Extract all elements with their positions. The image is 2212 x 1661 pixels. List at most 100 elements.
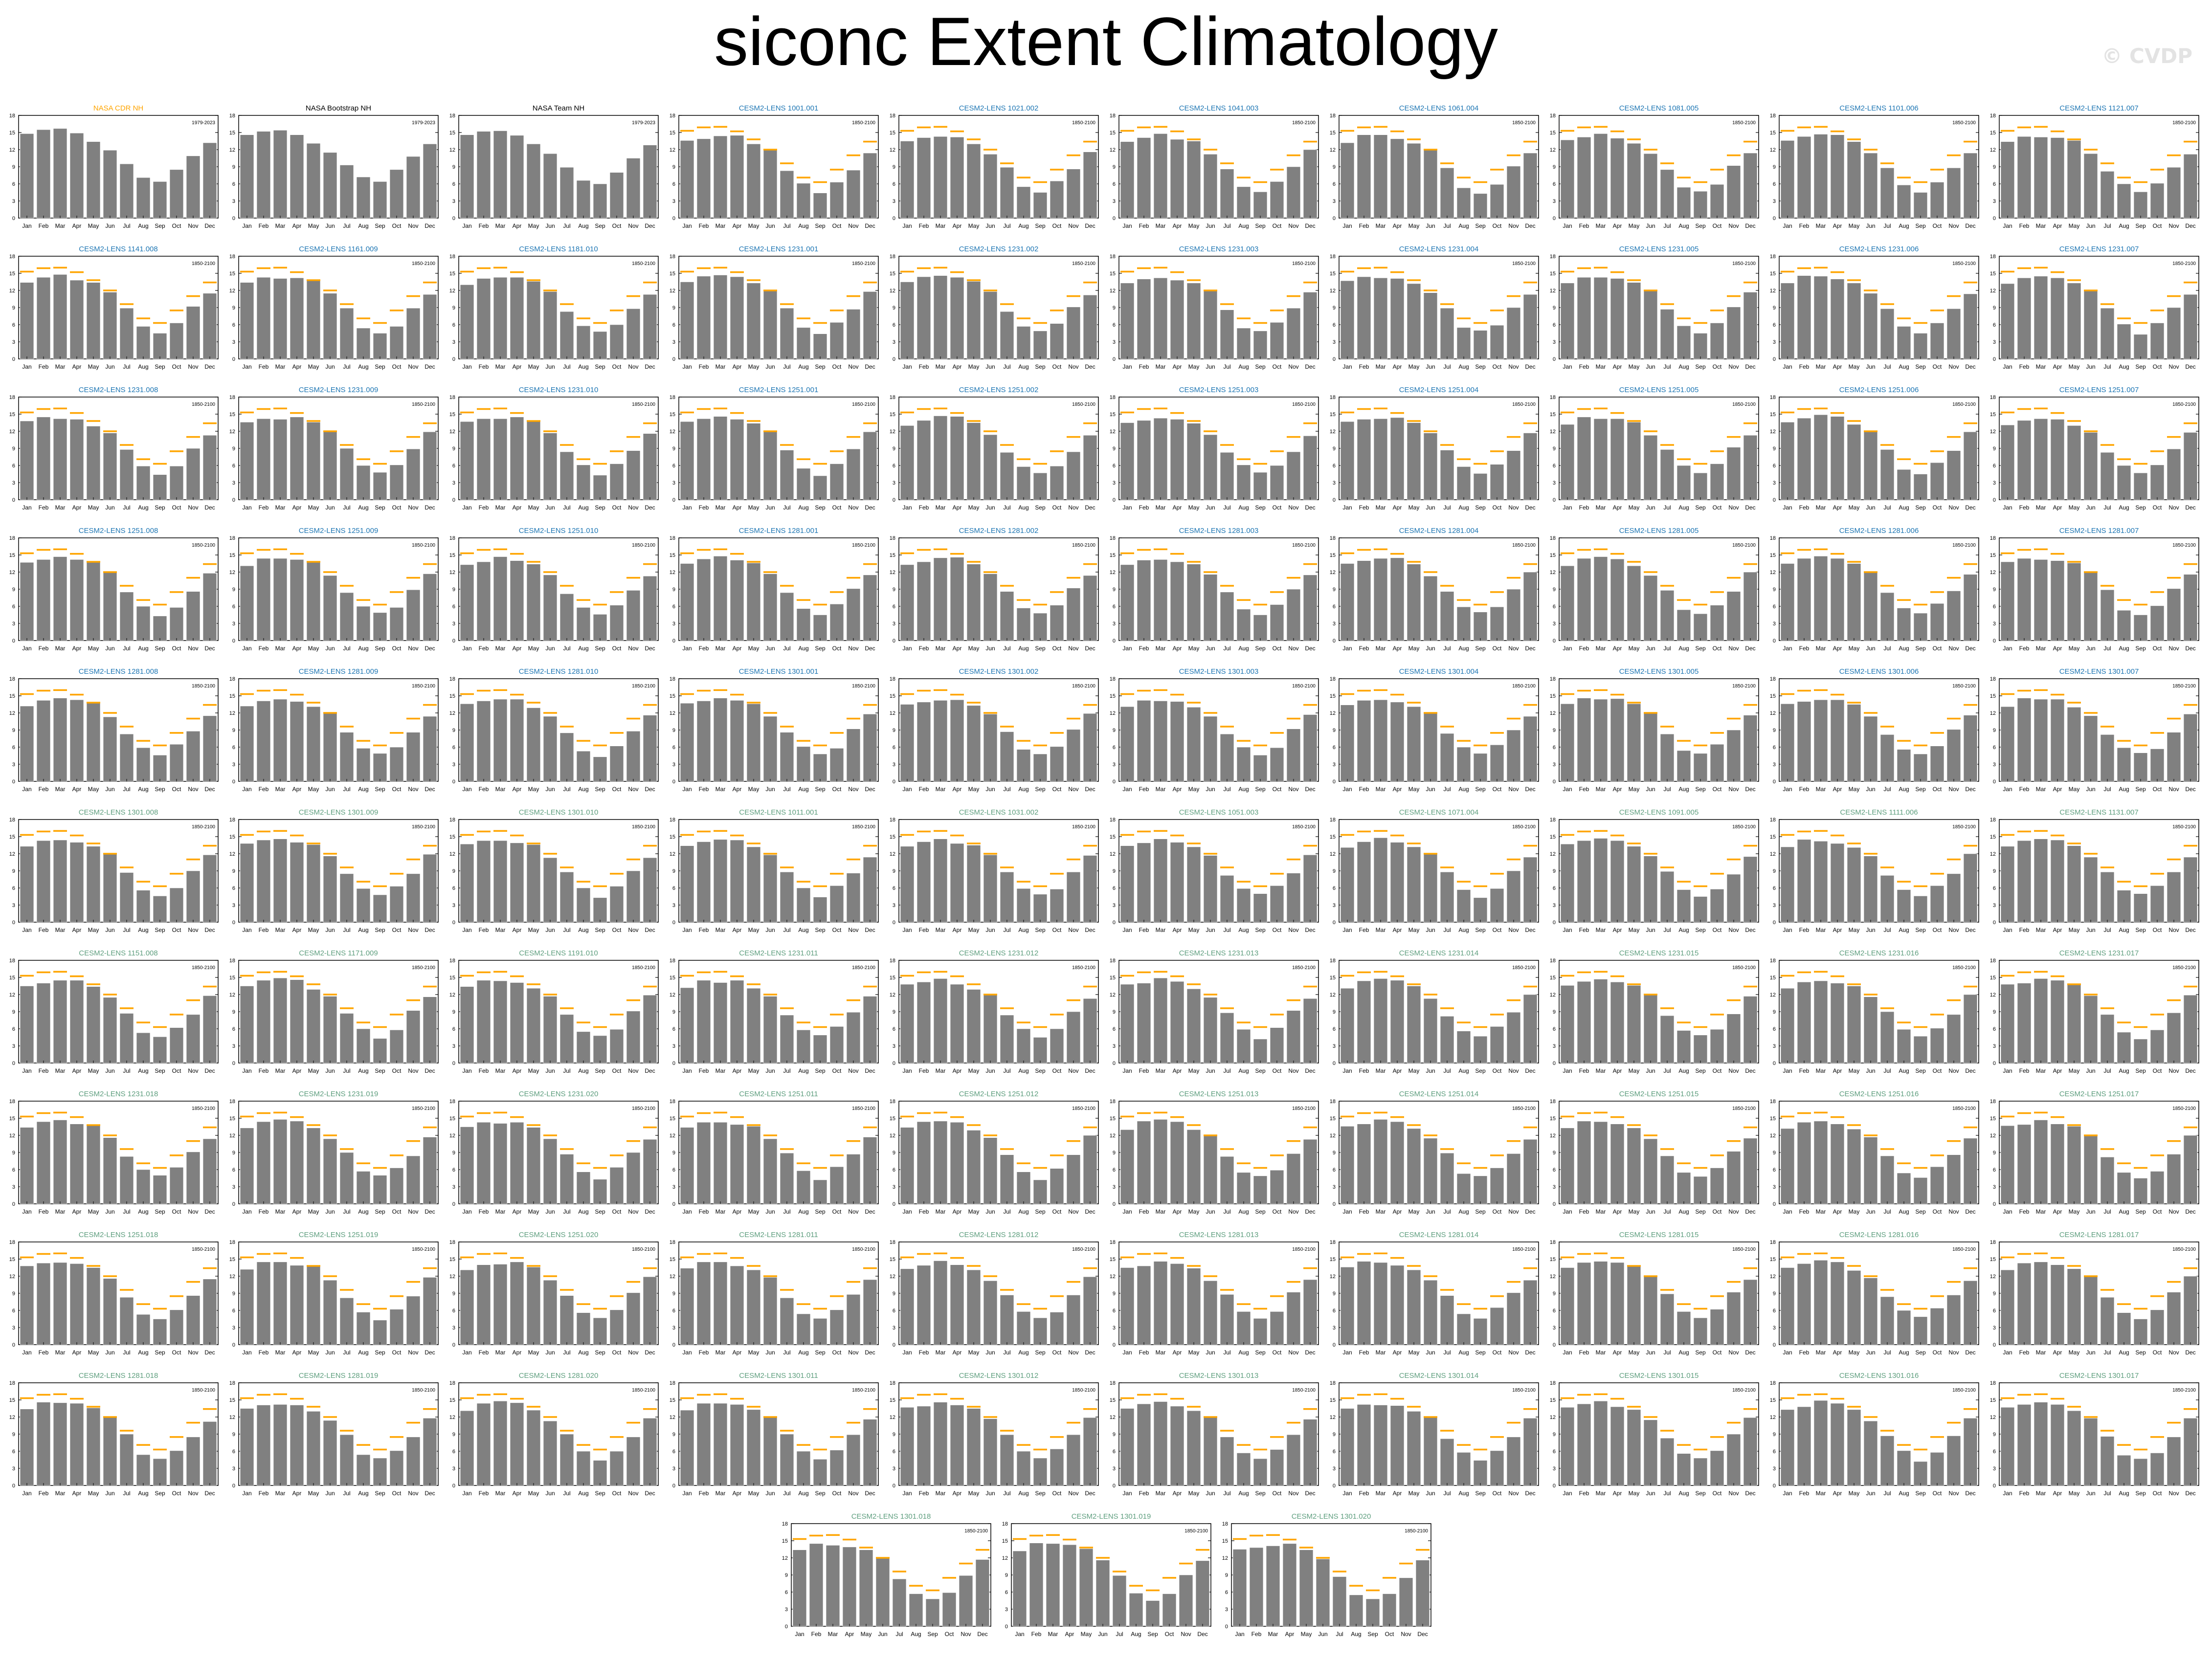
y-tick-label: 3 (672, 1043, 675, 1049)
y-tick-label: 0 (452, 497, 455, 503)
bar (53, 274, 67, 359)
y-tick-label: 0 (232, 497, 235, 503)
climatology-panel: CESM2-LENS 1281.0051850-21000369121518Ja… (1550, 527, 1759, 652)
bar (730, 419, 744, 500)
panel-title: CESM2-LENS 1251.006 (1839, 386, 1919, 394)
x-tick-label: Jan (22, 222, 31, 229)
bar (2033, 699, 2048, 782)
x-tick-label: Jun (105, 363, 114, 370)
bar (1780, 140, 1795, 219)
bar (1033, 192, 1048, 219)
x-tick-label: Mar (55, 927, 66, 933)
y-tick-label: 9 (1333, 164, 1336, 170)
y-tick-label: 18 (1770, 676, 1776, 682)
x-tick-label: Mar (936, 504, 946, 511)
bar (966, 989, 981, 1063)
x-tick-label: Mar (715, 363, 726, 370)
bar (290, 842, 304, 923)
y-tick-label: 9 (1993, 587, 1996, 593)
y-tick-label: 18 (229, 676, 235, 682)
x-tick-label: Oct (1713, 222, 1722, 229)
y-tick-label: 15 (1550, 130, 1556, 136)
bar (1407, 564, 1421, 641)
y-tick-label: 9 (452, 728, 455, 733)
panel-period-label: 1850-2100 (632, 543, 655, 548)
y-tick-label: 12 (9, 992, 15, 998)
x-tick-label: Aug (798, 1067, 808, 1074)
y-tick-label: 3 (1333, 903, 1336, 908)
x-tick-label: May (88, 927, 99, 933)
climatology-panel: CESM2-LENS 1231.0161850-21000369121518Ja… (1770, 949, 1979, 1074)
panel-title: CESM2-LENS 1031.002 (959, 808, 1039, 817)
bar (763, 716, 778, 782)
x-tick-label: Sep (1475, 1067, 1486, 1074)
bar (1186, 989, 1201, 1063)
y-tick-label: 12 (670, 710, 675, 716)
x-tick-label: Jan (1342, 504, 1352, 511)
x-tick-label: Dec (1525, 1067, 1535, 1074)
bar (2183, 432, 2198, 500)
y-tick-label: 3 (1773, 199, 1776, 204)
x-tick-label: Jan (1122, 1067, 1132, 1074)
y-tick-label: 9 (893, 1009, 895, 1015)
x-tick-label: Jan (1563, 786, 1572, 793)
y-tick-label: 3 (1773, 621, 1776, 627)
bar (1523, 572, 1538, 641)
x-tick-label: Apr (733, 927, 742, 933)
panel-period-label: 1850-2100 (1292, 402, 1316, 407)
climatology-panel: CESM2-LENS 1281.0041850-21000369121518Ja… (1330, 527, 1539, 652)
x-tick-label: Jan (902, 786, 912, 793)
bar (20, 421, 34, 500)
x-tick-label: Aug (1238, 222, 1249, 229)
bar (696, 701, 711, 782)
bar (626, 731, 641, 782)
x-tick-label: Jul (1443, 927, 1451, 933)
x-tick-label: Sep (1035, 1067, 1046, 1074)
y-tick-label: 12 (1550, 147, 1556, 153)
bar (813, 333, 827, 359)
climatology-panel: CESM2-LENS 1251.0051850-21000369121518Ja… (1550, 386, 1759, 511)
x-tick-label: Aug (138, 786, 148, 793)
bar (680, 987, 694, 1063)
bar (1033, 1037, 1048, 1063)
bar (356, 177, 371, 219)
bar (829, 604, 844, 641)
x-tick-label: Aug (1678, 786, 1689, 793)
bar (713, 839, 728, 923)
x-tick-label: Mar (1156, 1067, 1166, 1074)
bar (746, 704, 761, 782)
x-tick-label: Nov (188, 927, 198, 933)
bar (1270, 322, 1284, 359)
y-tick-label: 12 (1550, 992, 1556, 998)
bar (290, 278, 304, 359)
bar (933, 557, 948, 641)
x-tick-label: Feb (1579, 1067, 1589, 1074)
bar (576, 887, 591, 923)
x-tick-label: Nov (1728, 504, 1739, 511)
y-tick-label: 0 (12, 638, 15, 644)
panel-title: CESM2-LENS 1231.001 (739, 245, 819, 253)
x-tick-label: Dec (1745, 222, 1755, 229)
bar (1270, 604, 1284, 641)
y-tick-label: 12 (670, 288, 675, 294)
bar (1660, 169, 1675, 219)
y-tick-label: 0 (1113, 779, 1116, 785)
x-tick-label: Jan (1122, 222, 1132, 229)
y-tick-label: 12 (9, 288, 15, 294)
bar (1643, 290, 1658, 359)
y-tick-label: 0 (452, 356, 455, 362)
x-tick-label: Nov (1508, 222, 1519, 229)
x-tick-label: May (308, 1067, 319, 1074)
y-tick-label: 15 (1330, 693, 1336, 699)
y-tick-label: 12 (1770, 288, 1776, 294)
bar (273, 977, 288, 1063)
x-tick-label: Jul (1003, 504, 1010, 511)
bar (1863, 153, 1878, 219)
bar (643, 294, 657, 359)
bar (1253, 615, 1268, 641)
y-tick-label: 0 (452, 920, 455, 926)
x-tick-label: Mar (936, 222, 946, 229)
bar (780, 170, 794, 219)
x-tick-label: Jun (1426, 645, 1435, 652)
bar (1253, 192, 1268, 219)
